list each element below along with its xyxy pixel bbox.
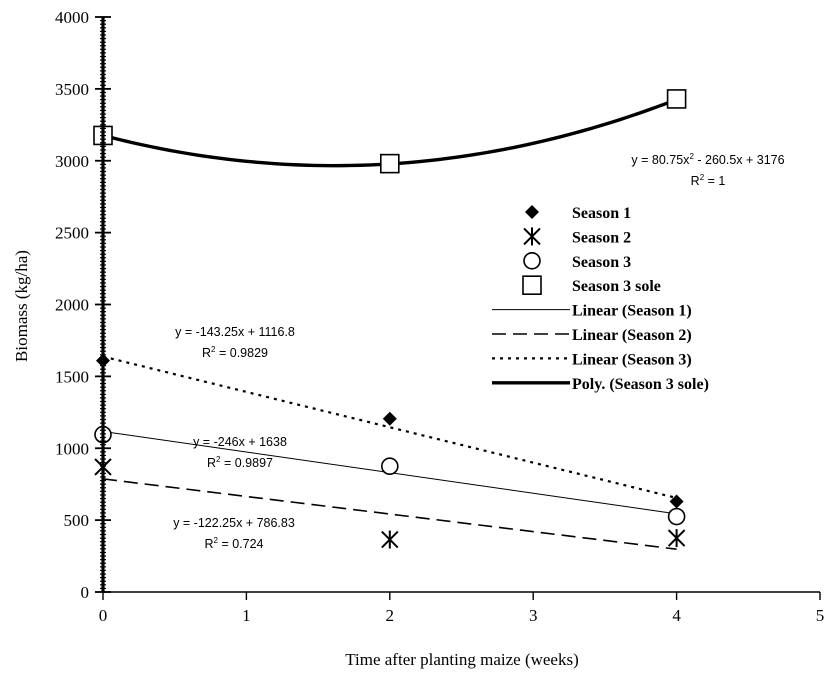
y-tick-label: 2000 — [55, 296, 89, 315]
trendline-equations: y = -143.25x + 1116.8 R2 = 0.9829 y = -122… — [173, 152, 784, 551]
trendline-2 — [102, 478, 677, 550]
legend-label-8: Poly. (Season 3 sole) — [572, 376, 709, 393]
y-tick-label: 0 — [81, 583, 90, 602]
legend: Season 1 Season 2 Season 3 Season 3 sole Lin… — [492, 205, 709, 393]
data-point-s4-3 — [666, 89, 687, 109]
legend-marker-3 — [523, 251, 541, 270]
x-tick-label: 1 — [242, 606, 251, 625]
legend-marker-2 — [523, 227, 541, 246]
trendline-r2-2: R2 = 0.724 — [204, 536, 263, 551]
trendline-equation-4: y = 80.75x2 - 260.5x + 3176 — [631, 152, 784, 167]
data-point-s1-3 — [669, 494, 684, 509]
trendline-equation-3: y = -246x + 1638 — [193, 435, 287, 449]
legend-label-1: Season 1 — [572, 205, 631, 222]
data-point-s1-2 — [382, 411, 397, 426]
trendline-equation-1: y = -143.25x + 1116.8 — [175, 325, 295, 339]
data-point-s4-2 — [379, 153, 400, 174]
axes — [95, 16, 821, 600]
legend-marker-4 — [522, 275, 542, 296]
legend-label-4: Season 3 sole — [572, 278, 661, 295]
tick-labels: 0 500 1000 1500 2000 2500 3000 3500 4000 0 1 2 3 4 5 — [55, 8, 824, 625]
y-tick-label: 1000 — [55, 439, 89, 458]
legend-marker-1 — [525, 205, 539, 219]
legend-label-3: Season 3 — [572, 254, 631, 271]
x-tick-label: 4 — [672, 606, 681, 625]
legend-label-5: Linear (Season 1) — [572, 303, 692, 320]
y-tick-label: 3000 — [55, 152, 89, 171]
y-tick-label: 1500 — [55, 367, 89, 386]
x-tick-label: 5 — [816, 606, 825, 625]
y-axis-title: Biomass (kg/ha) — [12, 250, 31, 362]
legend-label-6: Linear (Season 2) — [572, 327, 692, 344]
legend-label-7: Linear (Season 3) — [572, 351, 692, 368]
x-tick-label: 2 — [386, 606, 395, 625]
y-tick-label: 3500 — [55, 80, 89, 99]
data-point-s2-2 — [381, 530, 399, 549]
x-axis-title: Time after planting maize (weeks) — [345, 650, 579, 669]
y-tick-label: 2500 — [55, 224, 89, 243]
trendline-r2-1: R2 = 0.9829 — [202, 345, 268, 360]
plot-area — [93, 89, 687, 550]
x-tick-label: 3 — [529, 606, 538, 625]
data-point-s2-3 — [667, 529, 686, 548]
data-point-s3-3 — [667, 507, 686, 526]
y-tick-label: 500 — [64, 511, 90, 530]
data-point-s3-2 — [380, 457, 399, 476]
trendline-r2-3: R2 = 0.9897 — [207, 455, 273, 470]
y-tick-label: 4000 — [55, 8, 89, 27]
x-tick-label: 0 — [99, 606, 108, 625]
trendline-equation-2: y = -122.25x + 786.83 — [173, 516, 295, 530]
legend-label-2: Season 2 — [572, 229, 631, 246]
trendline-3 — [102, 355, 677, 500]
trendline-r2-4: R2 = 1 — [691, 173, 726, 188]
